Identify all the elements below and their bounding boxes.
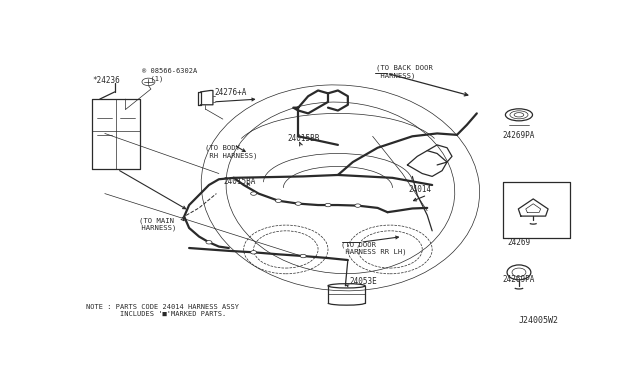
Text: NOTE : PARTS CODE 24014 HARNESS ASSY: NOTE : PARTS CODE 24014 HARNESS ASSY	[86, 304, 239, 310]
Text: 24276+A: 24276+A	[215, 88, 247, 97]
Text: (TO MAIN
 HARNESS): (TO MAIN HARNESS)	[137, 217, 177, 231]
Text: 24015BB: 24015BB	[287, 134, 320, 143]
Text: 24015BA: 24015BA	[224, 177, 256, 186]
Text: 24269PA: 24269PA	[503, 275, 535, 284]
Circle shape	[206, 241, 212, 244]
Circle shape	[275, 199, 282, 202]
Circle shape	[251, 192, 257, 195]
Text: J24005W2: J24005W2	[518, 316, 559, 325]
Circle shape	[300, 254, 306, 258]
Text: 24269PA: 24269PA	[503, 131, 535, 140]
Circle shape	[355, 204, 361, 207]
Text: (TO BODY
 RH HARNESS): (TO BODY RH HARNESS)	[205, 145, 257, 159]
Text: (TO BACK DOOR
 HARNESS): (TO BACK DOOR HARNESS)	[376, 65, 433, 79]
Circle shape	[251, 251, 257, 254]
Circle shape	[295, 202, 301, 205]
Circle shape	[325, 203, 331, 207]
Text: ® 08566-6302A
  (1): ® 08566-6302A (1)	[142, 68, 197, 82]
Text: 24053E: 24053E	[349, 277, 377, 286]
Text: 24014: 24014	[408, 185, 431, 193]
Text: INCLUDES '■'MARKED PARTS.: INCLUDES '■'MARKED PARTS.	[86, 311, 226, 317]
Text: (TO DOOR
 HARNESS RR LH): (TO DOOR HARNESS RR LH)	[341, 241, 407, 256]
Text: *24236: *24236	[92, 76, 120, 85]
Text: 24269: 24269	[508, 238, 531, 247]
